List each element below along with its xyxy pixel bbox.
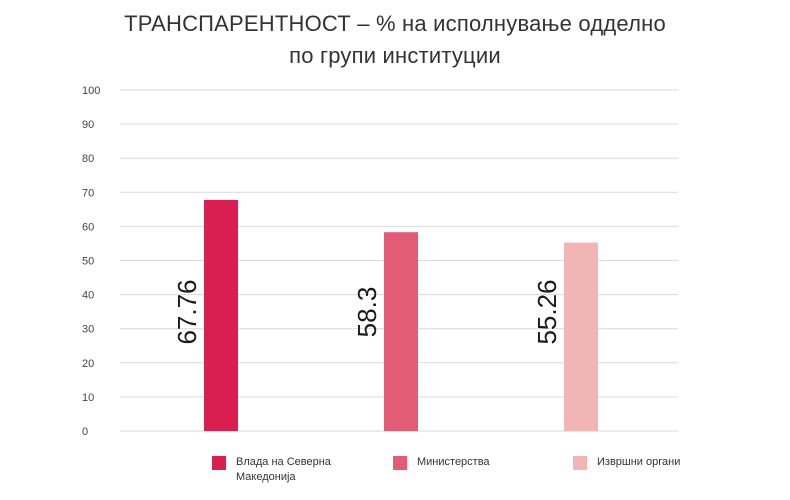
legend-swatch-izvrshni: [573, 456, 587, 470]
y-tick-label-100: 100: [82, 85, 100, 97]
legend-swatch-ministerstva: [393, 456, 407, 470]
y-tick-label-60: 60: [82, 221, 94, 233]
legend-label-izvrshni: Извршни органи: [597, 456, 681, 468]
legend-label-ministerstva: Министерства: [417, 456, 490, 468]
y-tick-label-20: 20: [82, 358, 94, 370]
bars: [204, 199, 598, 431]
value-label-2: 58.3: [352, 287, 382, 338]
legend-swatch-vlada: [212, 456, 226, 470]
y-tick-label-70: 70: [82, 187, 94, 199]
bar-2: [384, 232, 418, 431]
y-tick-label-50: 50: [82, 256, 94, 268]
y-tick-label-10: 10: [82, 392, 94, 404]
y-tick-label-80: 80: [82, 153, 94, 165]
chart-title-line-1: ТРАНСПАРЕНТНОСТ – % на исполнување оддел…: [124, 11, 666, 36]
chart-title: ТРАНСПАРЕНТНОСТ – % на исполнување оддел…: [0, 8, 790, 72]
value-labels: 67.76 58.3 55.26: [172, 279, 562, 344]
chart-title-line-2: по групи институции: [289, 43, 501, 68]
y-tick-label-30: 30: [82, 324, 94, 336]
y-tick-label-90: 90: [82, 119, 94, 131]
value-label-1: 67.76: [172, 279, 202, 344]
legend-label-vlada: Влада на Северна Македонија: [236, 456, 331, 483]
y-axis-ticks: 0 10 20 30 40 50 60 70 80 90 100: [82, 85, 100, 438]
bar-1: [204, 199, 238, 431]
value-label-3: 55.26: [532, 279, 562, 344]
y-tick-label-0: 0: [82, 426, 88, 438]
y-tick-label-40: 40: [82, 290, 94, 302]
bar-3: [564, 242, 598, 431]
